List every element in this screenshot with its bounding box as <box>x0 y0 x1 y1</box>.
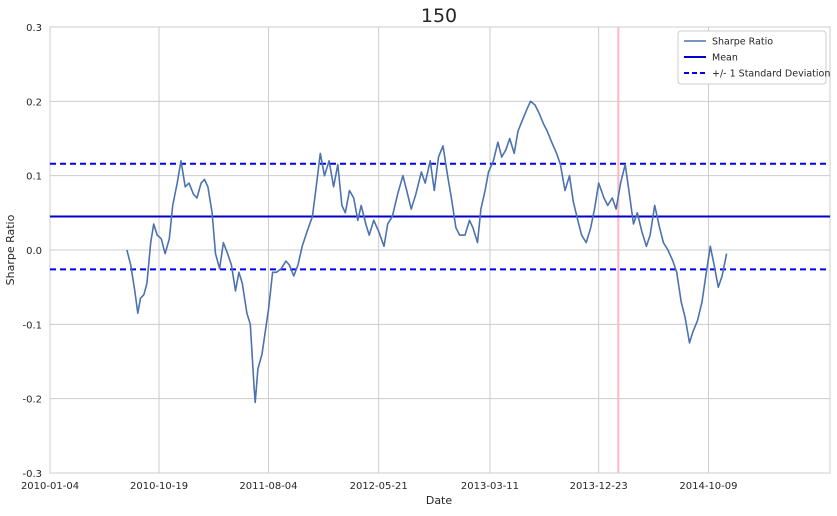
x-axis-label: Date <box>426 494 453 507</box>
y-tick-label: -0.2 <box>22 395 42 406</box>
y-tick-label: 0.1 <box>26 172 42 183</box>
plot-frame <box>49 26 831 474</box>
legend: Sharpe Ratio Mean +/- 1 Standard Deviation <box>677 30 830 85</box>
grid <box>49 26 831 474</box>
x-tick-label: 2013-03-11 <box>461 481 519 492</box>
y-tick-label: 0.0 <box>26 246 42 257</box>
y-tick-label: -0.3 <box>22 469 42 480</box>
y-tick-label: 0.3 <box>26 23 42 34</box>
axes: -0.3 -0.2 -0.1 0.0 0.1 0.2 0.3 2010-01-04 2010-1… <box>21 23 738 492</box>
legend-box <box>677 30 827 85</box>
y-tick-label: 0.2 <box>26 97 42 108</box>
x-tick-label: 2013-12-23 <box>570 481 628 492</box>
legend-label: Sharpe Ratio <box>712 37 773 48</box>
x-tick-label: 2011-08-04 <box>239 481 297 492</box>
x-tick-label: 2010-01-04 <box>21 481 79 492</box>
x-tick-label: 2010-10-19 <box>130 481 188 492</box>
x-tick-label: 2012-05-21 <box>350 481 408 492</box>
chart-title: 150 <box>421 5 457 27</box>
legend-label: Mean <box>712 53 738 64</box>
y-tick-label: -0.1 <box>22 320 42 331</box>
y-axis-label: Sharpe Ratio <box>4 214 17 285</box>
legend-label: +/- 1 Standard Deviation <box>712 69 830 80</box>
sharpe-ratio-line <box>126 100 728 404</box>
x-tick-label: 2014-10-09 <box>679 481 737 492</box>
plot-area <box>50 27 830 473</box>
